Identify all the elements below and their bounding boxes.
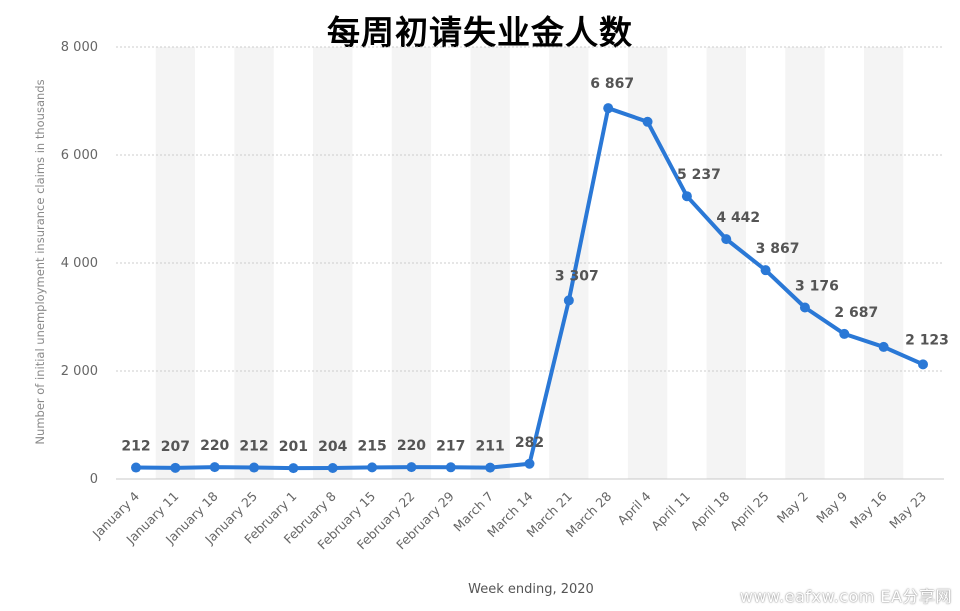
- data-label: 282: [515, 435, 544, 451]
- data-point: [327, 462, 338, 473]
- y-tick-label: 6 000: [61, 148, 98, 163]
- series-points: [131, 103, 928, 474]
- data-label: 207: [161, 439, 190, 455]
- data-label: 211: [476, 439, 505, 455]
- data-label: 220: [397, 438, 426, 454]
- data-label: 204: [318, 439, 347, 455]
- x-tick-label: May 9: [813, 488, 850, 525]
- data-label: 3 307: [555, 268, 599, 284]
- chart-title: 每周初请失业金人数: [327, 13, 633, 52]
- x-tick-label: April 25: [727, 489, 772, 534]
- data-point: [249, 462, 260, 473]
- data-point: [760, 265, 771, 276]
- x-axis-label: Week ending, 2020: [468, 582, 594, 597]
- y-tick-label: 0: [90, 472, 98, 487]
- data-point: [288, 463, 299, 474]
- data-point: [563, 295, 574, 306]
- data-point: [799, 302, 810, 313]
- y-tick-label: 8 000: [61, 40, 98, 55]
- data-label: 215: [357, 438, 386, 454]
- gridlines: [116, 46, 944, 480]
- data-label: 5 237: [677, 167, 721, 183]
- data-point: [445, 462, 456, 473]
- data-point: [209, 462, 220, 473]
- data-label: 212: [121, 439, 150, 455]
- data-labels: 212 207 220 212 201 204 215 220 217 211 282 3 307 6 …: [121, 76, 949, 455]
- y-axis-ticks: 0 2 000 4 000 6 000 8 000: [61, 40, 98, 487]
- data-label: 2 123: [905, 332, 949, 348]
- data-label: 6 867: [590, 76, 634, 92]
- data-label: 217: [436, 438, 465, 454]
- data-point: [131, 462, 141, 473]
- y-axis-label: Number of initial unemployment insurance…: [33, 79, 47, 444]
- data-label: 4 442: [716, 210, 760, 226]
- data-label: 201: [279, 439, 308, 455]
- data-label: 3 176: [795, 278, 839, 294]
- data-label: 2 687: [834, 305, 878, 321]
- data-label: 3 867: [756, 241, 800, 257]
- data-point: [603, 103, 614, 114]
- data-point: [681, 191, 692, 202]
- watermark: www.eafxw.com EA分享网: [739, 587, 952, 606]
- data-point: [406, 462, 417, 473]
- data-point: [524, 458, 535, 469]
- data-label: 212: [239, 439, 268, 455]
- x-tick-label: May 16: [847, 488, 890, 531]
- data-point: [485, 462, 496, 473]
- data-point: [878, 341, 889, 352]
- y-tick-label: 4 000: [61, 256, 98, 271]
- data-point: [918, 359, 928, 370]
- data-point: [367, 462, 378, 473]
- data-point: [170, 462, 181, 473]
- data-label: 220: [200, 438, 229, 454]
- x-tick-label: April 11: [648, 489, 693, 534]
- data-point: [721, 234, 732, 245]
- x-tick-label: May 2: [774, 489, 811, 526]
- data-point: [642, 116, 653, 127]
- y-tick-label: 2 000: [61, 364, 98, 379]
- x-tick-label: April 18: [688, 488, 733, 533]
- x-tick-label: May 23: [886, 489, 929, 532]
- data-point: [839, 328, 850, 339]
